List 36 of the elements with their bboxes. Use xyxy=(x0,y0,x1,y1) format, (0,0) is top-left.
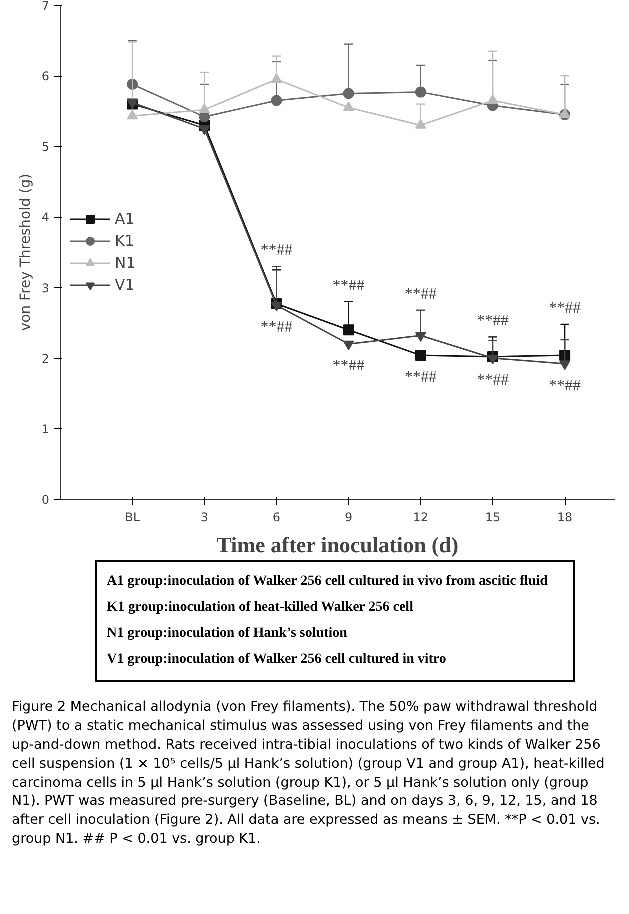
annotation: **## xyxy=(549,300,582,317)
annotation: **## xyxy=(332,358,365,375)
annotation: **## xyxy=(332,277,365,294)
text: N1 group:inoculation of Hank’s solution xyxy=(107,625,348,643)
annotation: **## xyxy=(549,378,582,395)
legend-label: V1 xyxy=(115,276,135,294)
y-tick-label: 7 xyxy=(42,0,50,13)
text: A1 group:inoculation of Walker 256 cell cultured in vivo from ascitic fluid xyxy=(107,573,548,591)
y-axis-title: von Frey Threshold (g) xyxy=(18,174,34,332)
annotation: **## xyxy=(404,286,437,303)
annotation: **## xyxy=(476,372,509,389)
legend-label: K1 xyxy=(115,232,135,250)
legend-label: A1 xyxy=(115,210,135,228)
text: V1 group:inoculation of Walker 256 cell cultured in vitro xyxy=(107,651,448,669)
y-tick-label: 6 xyxy=(42,70,50,84)
y-tick-label: 1 xyxy=(42,422,50,436)
y-tick-label: 5 xyxy=(42,140,50,154)
annotation: **## xyxy=(260,318,293,336)
x-tick-label: 15 xyxy=(485,510,501,524)
y-tick-label: 4 xyxy=(42,210,50,225)
x-tick-label: 9 xyxy=(344,510,353,524)
text: K1 group:inoculation of heat-killed Walker 256 cell xyxy=(107,599,414,617)
annotation: **## xyxy=(260,242,293,260)
y-tick-label: 3 xyxy=(42,281,50,296)
x-axis-title: Time after inoculation (d) xyxy=(216,532,459,558)
x-tick-label: 3 xyxy=(200,510,208,524)
y-tick-label: 2 xyxy=(42,352,50,366)
legend-label: N1 xyxy=(115,254,136,272)
caption: Figure 2 Mechanical allodynia (von Frey filaments). The 50% paw withdrawal threshold (PWT) to a static mechanical stimulus was assessed using von Frey filaments and the up-and-down method. Rats received intra-tibial inoculations of two kinds of Walker 256 cell suspension (1 × 10⁵ cells/5 µl Hank’s solution) (group V1 and group A1), heat-killed carcinoma cells in 5 µl Hank’s solution (group K1), or 5 µl Hank’s solution only (group N1). PWT was measured pre-surgery (Baseline, BL) and on days 3, 6, 9, 12, 15, and 18 after cell inoculation (Figure 2). All data are expressed as means ± SEM. **P < 0.01 vs. group N1. ## P < 0.01 vs. group K1. xyxy=(12,698,606,850)
x-tick-label: BL xyxy=(125,510,140,524)
annotation: **## xyxy=(404,369,437,386)
annotation: **## xyxy=(476,312,509,330)
y-tick-label: 0 xyxy=(42,493,50,507)
x-tick-label: 6 xyxy=(272,510,281,524)
x-tick-label: 18 xyxy=(557,510,573,524)
x-tick-label: 12 xyxy=(413,510,429,524)
